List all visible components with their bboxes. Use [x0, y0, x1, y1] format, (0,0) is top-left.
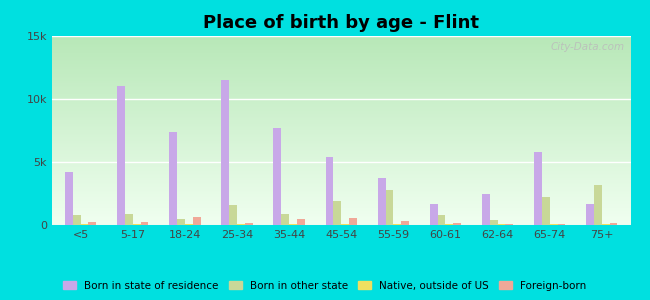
Bar — [385, 190, 393, 225]
Bar — [445, 224, 453, 225]
Title: Place of birth by age - Flint: Place of birth by age - Flint — [203, 14, 479, 32]
Bar — [378, 178, 385, 225]
Bar — [297, 219, 305, 225]
Bar — [482, 194, 490, 225]
Bar — [88, 223, 96, 225]
Bar — [289, 224, 297, 225]
Bar — [349, 218, 357, 225]
Text: City-Data.com: City-Data.com — [551, 42, 625, 52]
Bar — [222, 80, 229, 225]
Bar — [498, 224, 506, 225]
Bar — [542, 197, 550, 225]
Bar — [229, 205, 237, 225]
Bar — [117, 86, 125, 225]
Bar — [558, 224, 566, 225]
Bar — [437, 215, 445, 225]
Bar — [602, 224, 610, 225]
Bar — [594, 185, 602, 225]
Bar — [125, 214, 133, 225]
Bar — [550, 224, 558, 225]
Bar — [453, 223, 461, 225]
Bar — [73, 215, 81, 225]
Bar — [237, 224, 245, 225]
Bar — [401, 221, 409, 225]
Bar — [490, 220, 498, 225]
Bar — [333, 201, 341, 225]
Bar — [185, 224, 192, 225]
Bar — [281, 214, 289, 225]
Bar — [133, 224, 140, 225]
Bar — [586, 204, 594, 225]
Bar — [610, 223, 617, 225]
Bar — [393, 224, 401, 225]
Bar — [65, 172, 73, 225]
Bar — [81, 224, 88, 225]
Bar — [326, 157, 333, 225]
Bar — [177, 219, 185, 225]
Bar — [534, 152, 542, 225]
Bar — [140, 222, 148, 225]
Legend: Born in state of residence, Born in other state, Native, outside of US, Foreign-: Born in state of residence, Born in othe… — [59, 277, 591, 295]
Bar — [430, 204, 437, 225]
Bar — [274, 128, 281, 225]
Bar — [506, 224, 514, 225]
Bar — [341, 224, 349, 225]
Bar — [192, 218, 201, 225]
Bar — [245, 223, 253, 225]
Bar — [169, 132, 177, 225]
